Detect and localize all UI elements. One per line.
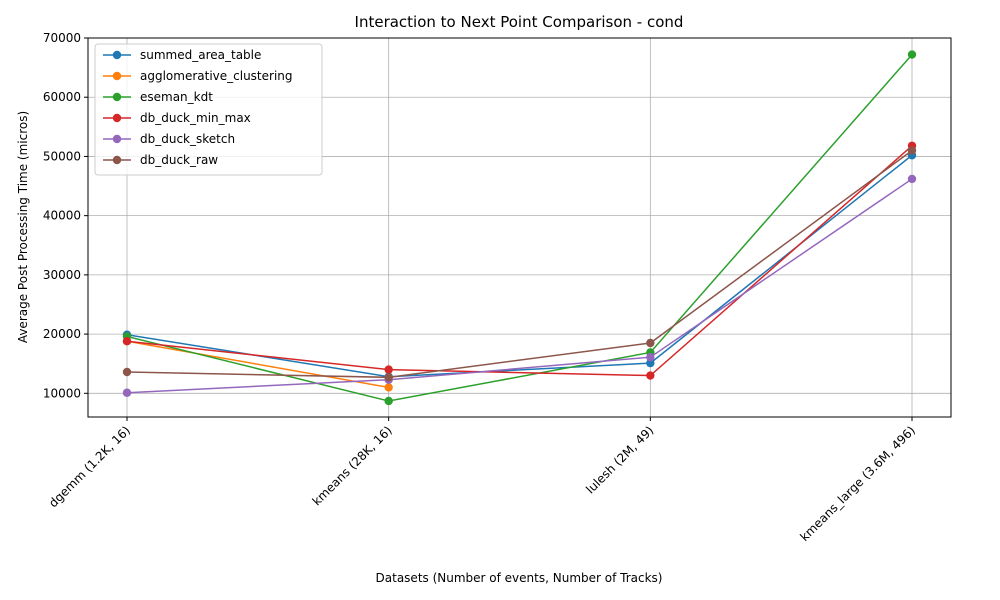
y-tick-label: 30000: [43, 268, 81, 282]
x-tick-label: lulesh (2M, 49): [583, 423, 656, 496]
data-point: [384, 383, 393, 392]
legend-item: db_duck_raw: [103, 153, 218, 167]
x-tick-label: kmeans (28K, 16): [310, 423, 395, 508]
legend-label: agglomerative_clustering: [140, 69, 293, 83]
legend-item: summed_area_table: [103, 48, 261, 62]
legend-item: eseman_kdt: [103, 90, 213, 104]
data-point: [646, 371, 655, 380]
legend-item: db_duck_sketch: [103, 132, 235, 146]
legend-marker: [112, 155, 122, 165]
legend-marker: [112, 92, 122, 102]
legend-marker: [112, 50, 122, 60]
series-db_duck_raw: [122, 146, 917, 382]
legend-marker: [112, 134, 122, 144]
legend-marker: [112, 71, 122, 81]
y-tick-label: 40000: [43, 209, 81, 223]
y-tick-label: 10000: [43, 386, 81, 400]
y-axis-label: Average Post Processing Time (micros): [16, 111, 30, 343]
series-db_duck_sketch: [122, 174, 917, 397]
y-axis-ticks: 10000 20000 30000 40000 50000 60000 70000: [43, 31, 88, 400]
y-tick-label: 20000: [43, 327, 81, 341]
series-line: [126, 340, 389, 389]
y-tick-label: 60000: [43, 90, 81, 104]
x-tick-label: dgemm (1.2K, 16): [46, 423, 133, 510]
legend-label: summed_area_table: [140, 48, 261, 62]
data-point: [646, 352, 655, 362]
data-point: [646, 338, 655, 348]
data-point: [907, 50, 917, 59]
x-axis-label: Datasets (Number of events, Number of Tr…: [376, 571, 663, 585]
series-line: [126, 178, 913, 394]
plot-frame: [87, 37, 952, 418]
data-point: [646, 358, 655, 368]
legend-item: agglomerative_clustering: [103, 69, 293, 83]
legend-box: [94, 43, 323, 176]
data-point: [384, 365, 393, 374]
series-db_duck_min_max: [122, 141, 917, 380]
legend-item: db_duck_min_max: [103, 111, 251, 125]
legend-label: eseman_kdt: [140, 90, 213, 104]
data-point: [384, 373, 393, 382]
data-point: [122, 337, 132, 346]
data-point: [907, 146, 917, 155]
legend-label: db_duck_sketch: [140, 132, 235, 146]
legend-marker: [112, 113, 122, 123]
series-layer: [122, 50, 917, 406]
y-tick-label: 50000: [43, 149, 81, 163]
series-line: [126, 145, 913, 377]
chart-title: Interaction to Next Point Comparison - c…: [355, 13, 684, 31]
data-point: [122, 367, 132, 377]
series-line: [126, 54, 913, 402]
legend: summed_area_table agglomerative_clusterin…: [94, 43, 323, 176]
legend-label: db_duck_raw: [140, 153, 218, 167]
legend-label: db_duck_min_max: [140, 111, 251, 125]
data-point: [384, 396, 393, 406]
y-tick-label: 70000: [43, 31, 81, 45]
data-point: [122, 388, 132, 397]
x-axis-ticks: dgemm (1.2K, 16) kmeans (28K, 16) lulesh (…: [46, 417, 918, 544]
data-point: [907, 174, 917, 184]
series-line: [126, 149, 913, 379]
x-tick-label: kmeans_large (3.6M, 496): [797, 423, 918, 544]
